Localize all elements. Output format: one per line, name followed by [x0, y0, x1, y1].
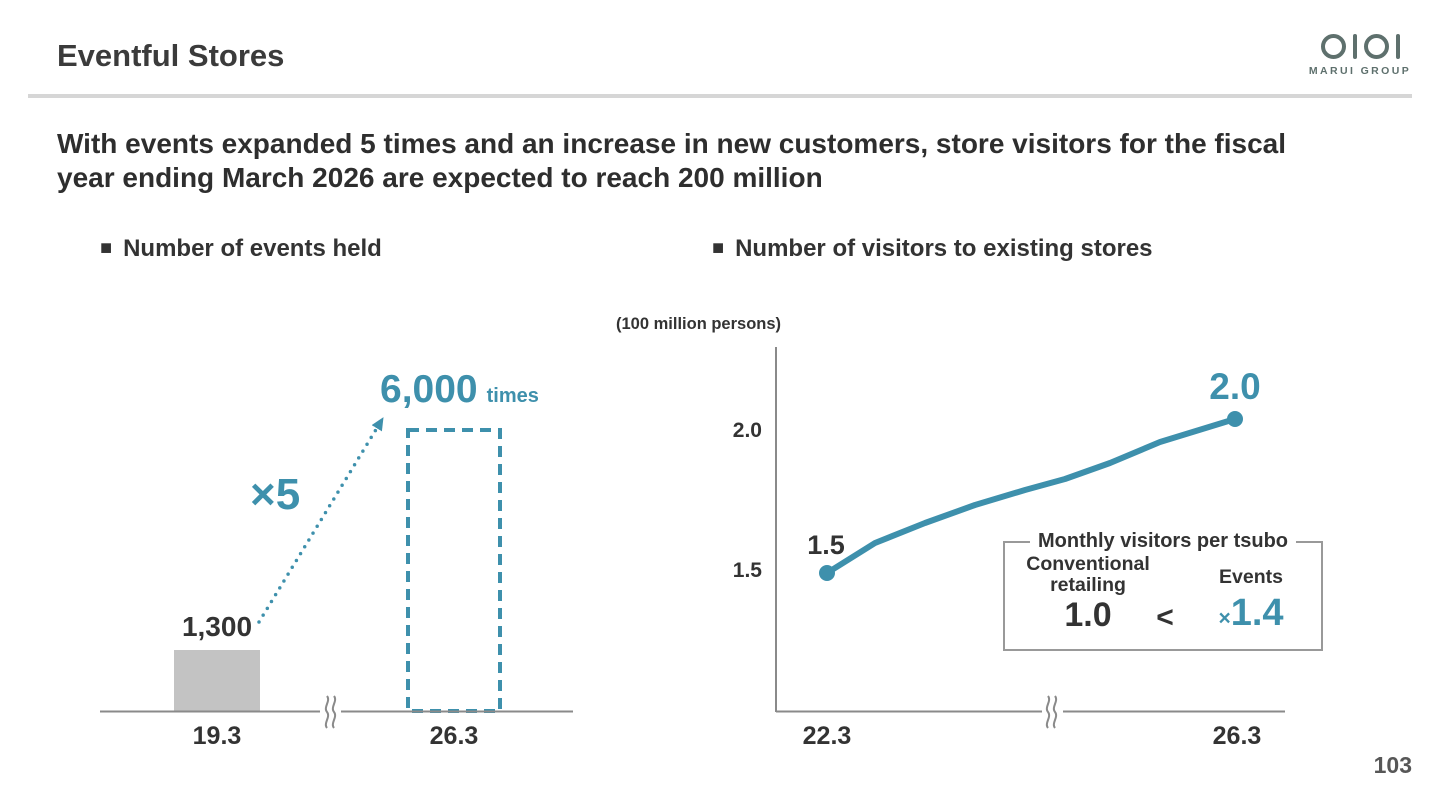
x-tick-19-3: 19.3 — [192, 722, 242, 750]
square-bullet-icon: ■ — [100, 236, 113, 259]
axis-break-icon — [1045, 695, 1051, 729]
dashed-target-bar — [406, 428, 502, 713]
data-point-26-3 — [1227, 411, 1243, 427]
x-tick-26-3: 26.3 — [1212, 722, 1262, 750]
point-label-2-0: 2.0 — [1209, 366, 1261, 407]
right-chart-title-text: Number of visitors to existing stores — [735, 235, 1153, 262]
events-value-number: 1.4 — [1230, 592, 1284, 634]
slide-message: With events expanded 5 times and an incr… — [57, 127, 1377, 195]
logo-circle-icon — [1363, 33, 1389, 59]
growth-arrow-icon — [257, 416, 385, 624]
axis-break-mask — [1042, 700, 1063, 722]
x-tick-22-3: 22.3 — [802, 722, 852, 750]
point-label-1-5: 1.5 — [807, 530, 845, 560]
square-bullet-icon: ■ — [712, 236, 725, 259]
marui-logo-mark-icon — [1307, 32, 1413, 60]
logo-text: MARUI GROUP — [1308, 65, 1412, 77]
conventional-retailing-label: Conventional retailing — [1026, 553, 1150, 597]
left-chart-title-text: Number of events held — [123, 235, 382, 262]
y-axis-unit-label: (100 million persons) — [616, 315, 782, 333]
axis-break-icon — [1052, 695, 1058, 729]
multiplier-label: ×5 — [250, 470, 301, 519]
visitors-line-chart-svg — [775, 347, 1285, 729]
page-title: Eventful Stores — [57, 38, 285, 73]
header-divider — [28, 94, 1412, 98]
y-tick-1-5: 1.5 — [732, 559, 762, 582]
bar-1993 — [174, 650, 260, 711]
left-chart-title: ■ Number of events held — [100, 235, 382, 263]
target-value-label: 6,000 times — [380, 368, 539, 412]
tsubo-box-title: Monthly visitors per tsubo — [1029, 530, 1297, 553]
visitors-line-series — [824, 416, 1238, 576]
conventional-retailing-value: 1.0 — [1064, 596, 1112, 634]
events-label: Events — [1219, 566, 1283, 588]
page-number: 103 — [1373, 752, 1412, 778]
events-value: ×1.4 — [1185, 592, 1317, 635]
axis-break-icon — [324, 695, 330, 729]
logo-circle-icon — [1320, 33, 1346, 59]
tsubo-comparison-box: Monthly visitors per tsubo Conventional … — [1003, 530, 1323, 651]
data-point-22-3 — [819, 565, 835, 581]
slide-message-line1: With events expanded 5 times and an incr… — [57, 128, 1287, 159]
axis-break-mask — [320, 700, 341, 722]
logo-bar-icon — [1352, 33, 1357, 59]
target-value-unit: times — [486, 385, 539, 407]
y-tick-2-0: 2.0 — [732, 419, 762, 442]
events-value-prefix: × — [1218, 607, 1231, 630]
target-value-number: 6,000 — [380, 368, 478, 411]
right-chart-title: ■ Number of visitors to existing stores — [712, 235, 1153, 263]
x-tick-26-3: 26.3 — [429, 722, 479, 750]
slide-message-line2: year ending March 2026 are expected to r… — [57, 162, 823, 193]
axis-break-icon — [331, 695, 337, 729]
marui-group-logo: MARUI GROUP — [1307, 32, 1413, 77]
bar-value-label: 1,300 — [181, 611, 253, 642]
comparator-symbol: < — [1156, 601, 1174, 634]
logo-bar-icon — [1395, 33, 1400, 59]
events-bar-chart-svg — [100, 416, 573, 729]
